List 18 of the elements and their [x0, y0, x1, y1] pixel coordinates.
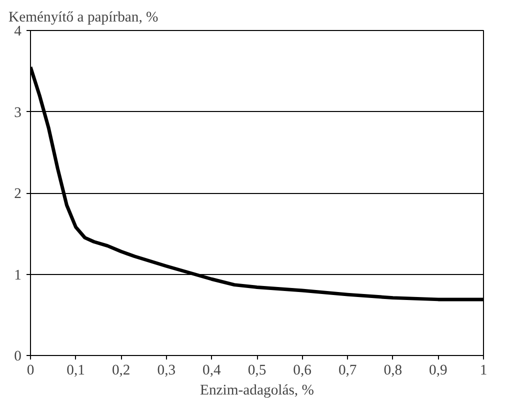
x-tick-label: 0,8	[384, 362, 402, 378]
y-tick-label: 4	[14, 24, 22, 40]
y-axis-title: Keményítő a papírban, %	[8, 10, 158, 26]
x-tick-label: 0,7	[338, 362, 357, 378]
x-tick-label: 0,4	[202, 362, 222, 378]
y-tick-label: 1	[14, 267, 22, 284]
x-tick-label: 0,6	[293, 362, 312, 378]
x-tick-label: 0,5	[248, 362, 266, 378]
y-tick-label: 0	[14, 348, 22, 364]
x-tick-label: 0,3	[157, 362, 176, 378]
y-tick-label: 2	[14, 186, 22, 202]
y-tick-label: 3	[14, 104, 22, 121]
x-tick-label: 0,2	[112, 362, 130, 378]
x-axis-title: Enzim-adagolás, %	[200, 382, 314, 398]
x-tick-label: 0,1	[66, 362, 85, 378]
x-tick-label: 1	[480, 362, 488, 378]
x-tick-label: 0,9	[429, 362, 448, 378]
x-tick-label: 0	[26, 362, 34, 378]
